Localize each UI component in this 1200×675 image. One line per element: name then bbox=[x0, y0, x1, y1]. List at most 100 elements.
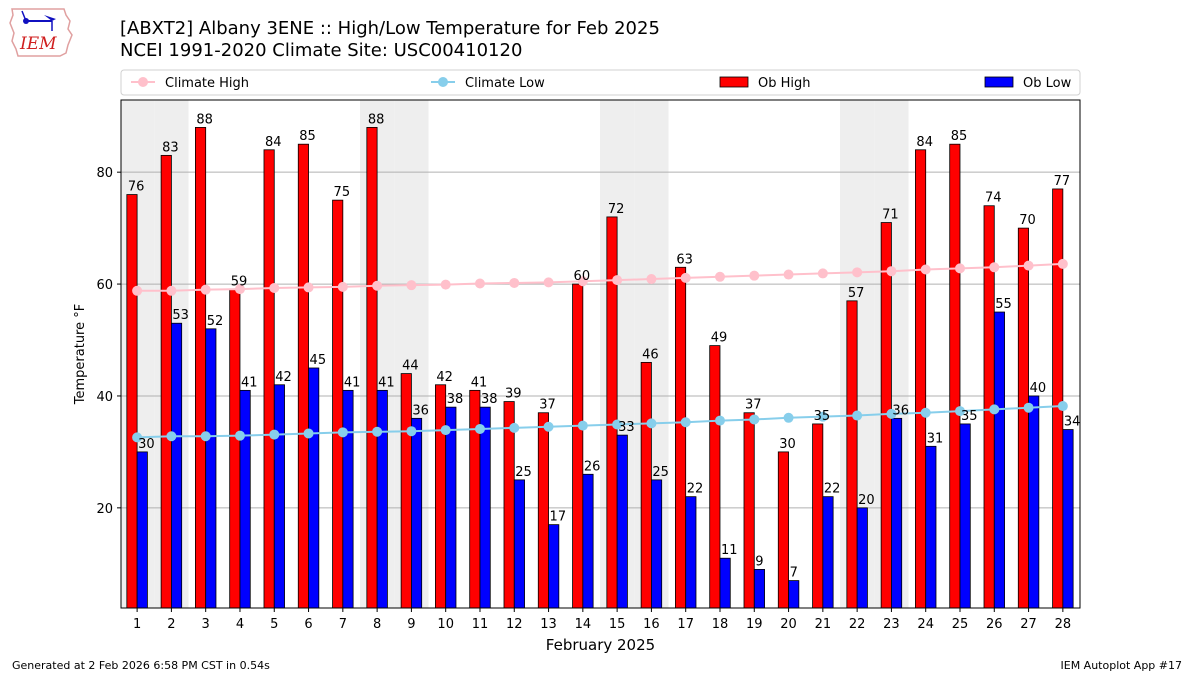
x-tick-label: 9 bbox=[407, 617, 415, 632]
ob-high-bar bbox=[229, 289, 241, 609]
x-tick-label: 6 bbox=[304, 617, 312, 632]
ob-high-label: 88 bbox=[368, 112, 385, 127]
climate-high-point bbox=[440, 279, 451, 290]
legend-climate-high-label: Climate High bbox=[165, 76, 249, 91]
x-tick-label: 7 bbox=[339, 617, 347, 632]
ob-low-label: 41 bbox=[241, 375, 258, 390]
ob-high-label: 75 bbox=[334, 185, 351, 200]
ob-high-bar bbox=[537, 412, 549, 609]
legend-climate-low-marker-icon bbox=[438, 77, 448, 87]
ob-low-bar bbox=[445, 406, 457, 609]
ob-high-label: 71 bbox=[882, 208, 899, 223]
chart-title-line1: [ABXT2] Albany 3ENE :: High/Low Temperat… bbox=[120, 18, 660, 39]
ob-low-bar bbox=[273, 384, 285, 609]
climate-low-point bbox=[1057, 401, 1068, 412]
x-tick-label: 26 bbox=[986, 617, 1003, 632]
climate-low-point bbox=[612, 419, 623, 430]
ob-low-bar bbox=[856, 507, 868, 609]
generated-timestamp: Generated at 2 Feb 2026 6:58 PM CST in 0… bbox=[12, 659, 270, 672]
x-tick-label: 25 bbox=[952, 617, 969, 632]
climate-high-point bbox=[989, 262, 1000, 273]
climate-high-point bbox=[1023, 260, 1034, 271]
ob-high-bar bbox=[743, 412, 755, 609]
ob-low-bar bbox=[411, 417, 423, 609]
climate-low-point bbox=[577, 420, 588, 431]
ob-high-label: 57 bbox=[848, 286, 865, 301]
ob-high-label: 72 bbox=[608, 202, 625, 217]
ob-high-label: 63 bbox=[676, 252, 693, 267]
climate-high-point bbox=[509, 277, 520, 288]
climate-low-point bbox=[714, 415, 725, 426]
ob-low-label: 40 bbox=[1030, 381, 1047, 396]
climate-high-point bbox=[200, 284, 211, 295]
ob-low-bar bbox=[651, 479, 663, 609]
climate-low-point bbox=[474, 423, 485, 434]
climate-high-point bbox=[612, 275, 623, 286]
legend-ob-high-label: Ob High bbox=[758, 76, 811, 91]
ob-low-bar bbox=[548, 524, 560, 609]
climate-lines bbox=[132, 258, 1068, 443]
climate-high-point bbox=[166, 285, 177, 296]
y-tick-label: 60 bbox=[96, 278, 113, 293]
ob-high-label: 37 bbox=[539, 398, 556, 413]
ob-high-bar bbox=[435, 384, 447, 609]
ob-high-label: 85 bbox=[299, 129, 316, 144]
ob-low-label: 38 bbox=[481, 392, 498, 407]
x-tick-label: 21 bbox=[815, 617, 832, 632]
y-tick-label: 20 bbox=[96, 502, 113, 517]
climate-high-point bbox=[474, 278, 485, 289]
ob-high-label: 42 bbox=[436, 370, 453, 385]
ob-high-label: 85 bbox=[951, 129, 968, 144]
climate-high-line bbox=[137, 262, 1063, 292]
ob-low-label: 25 bbox=[515, 465, 532, 480]
ob-low-bar bbox=[788, 580, 800, 609]
climate-low-point bbox=[1023, 402, 1034, 413]
x-tick-label: 24 bbox=[917, 617, 934, 632]
x-tick-label: 28 bbox=[1055, 617, 1072, 632]
ob-high-bar bbox=[400, 373, 412, 609]
y-axis-label: Temperature °F bbox=[73, 304, 88, 405]
climate-high-point bbox=[886, 266, 897, 277]
climate-high-point bbox=[817, 268, 828, 279]
ob-low-bar bbox=[1062, 429, 1074, 609]
ob-high-label: 46 bbox=[642, 347, 659, 362]
climate-low-point bbox=[646, 418, 657, 429]
climate-high-point bbox=[783, 269, 794, 280]
legend-ob-low-swatch-icon bbox=[984, 76, 1014, 88]
climate-low-point bbox=[749, 414, 760, 425]
iem-logo: IEM bbox=[8, 5, 78, 60]
ob-low-label: 26 bbox=[584, 459, 601, 474]
climate-low-point bbox=[337, 427, 348, 438]
ob-low-bar bbox=[376, 389, 388, 609]
ob-high-bar bbox=[777, 451, 789, 609]
ob-low-bar bbox=[719, 557, 731, 609]
ob-low-bar bbox=[993, 311, 1005, 609]
ob-low-bar bbox=[479, 406, 491, 609]
climate-high-point bbox=[852, 267, 863, 278]
x-tick-label: 27 bbox=[1020, 617, 1037, 632]
ob-high-bar bbox=[1052, 188, 1064, 609]
climate-high-point bbox=[337, 281, 348, 292]
climate-low-point bbox=[200, 431, 211, 442]
x-tick-label: 10 bbox=[437, 617, 454, 632]
ob-high-label: 84 bbox=[265, 135, 282, 150]
ob-high-bar bbox=[366, 127, 378, 609]
x-tick-label: 23 bbox=[883, 617, 900, 632]
bars bbox=[126, 127, 1074, 609]
ob-low-label: 30 bbox=[138, 437, 155, 452]
ob-low-label: 36 bbox=[892, 403, 909, 418]
climate-high-point bbox=[406, 280, 417, 291]
ob-high-label: 60 bbox=[574, 269, 591, 284]
ob-high-bar bbox=[915, 149, 927, 609]
climate-high-point bbox=[132, 285, 143, 296]
ob-low-bar bbox=[239, 389, 251, 609]
ob-low-bar bbox=[342, 389, 354, 609]
x-tick-label: 13 bbox=[540, 617, 557, 632]
climate-low-point bbox=[783, 412, 794, 423]
x-tick-label: 2 bbox=[167, 617, 175, 632]
ob-high-bar bbox=[126, 194, 138, 609]
climate-high-point bbox=[646, 274, 657, 285]
climate-low-point bbox=[954, 406, 965, 417]
ob-high-label: 44 bbox=[402, 359, 419, 374]
